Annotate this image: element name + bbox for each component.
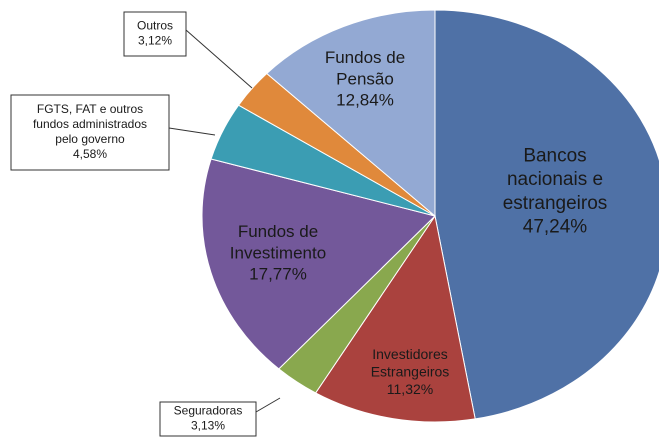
pie-slice [434, 9, 659, 420]
slice-label: Bancos [523, 145, 586, 166]
label-box [10, 94, 170, 171]
slice-label: Pensão [336, 69, 394, 88]
leader-line [255, 397, 281, 413]
slice-label: Seguradoras [174, 404, 243, 418]
slice-value-label: 47,24% [523, 217, 588, 238]
leader-line [185, 29, 253, 89]
slice-label: Fundos de [238, 222, 318, 241]
slice-label: Investimento [230, 243, 326, 262]
leader-line [168, 127, 216, 136]
slice-value-label: 17,77% [249, 265, 307, 284]
slice-label: Investidores [372, 346, 447, 362]
slice-label: Fundos de [325, 48, 405, 67]
slice-value-label: 11,32% [387, 381, 433, 397]
label-box [159, 401, 257, 437]
pie-slice [266, 9, 436, 218]
slice-value-label: 4,58% [73, 147, 107, 161]
slice-label: fundos administrados [33, 117, 147, 131]
slice-value-label: 12,84% [336, 91, 394, 110]
label-box [123, 11, 187, 57]
slice-label: FGTS, FAT e outros [37, 102, 143, 116]
slice-label: pelo governo [55, 132, 125, 146]
pie-slice [201, 158, 436, 370]
slice-value-label: 3,12% [138, 34, 172, 48]
slice-value-label: 3,13% [191, 419, 225, 433]
slice-label: nacionais e [507, 169, 603, 190]
slice-label: estrangeiros [503, 193, 608, 214]
pie-slice [314, 214, 476, 423]
slice-label: Outros [137, 19, 173, 33]
slice-label: Estrangeiros [371, 364, 450, 380]
